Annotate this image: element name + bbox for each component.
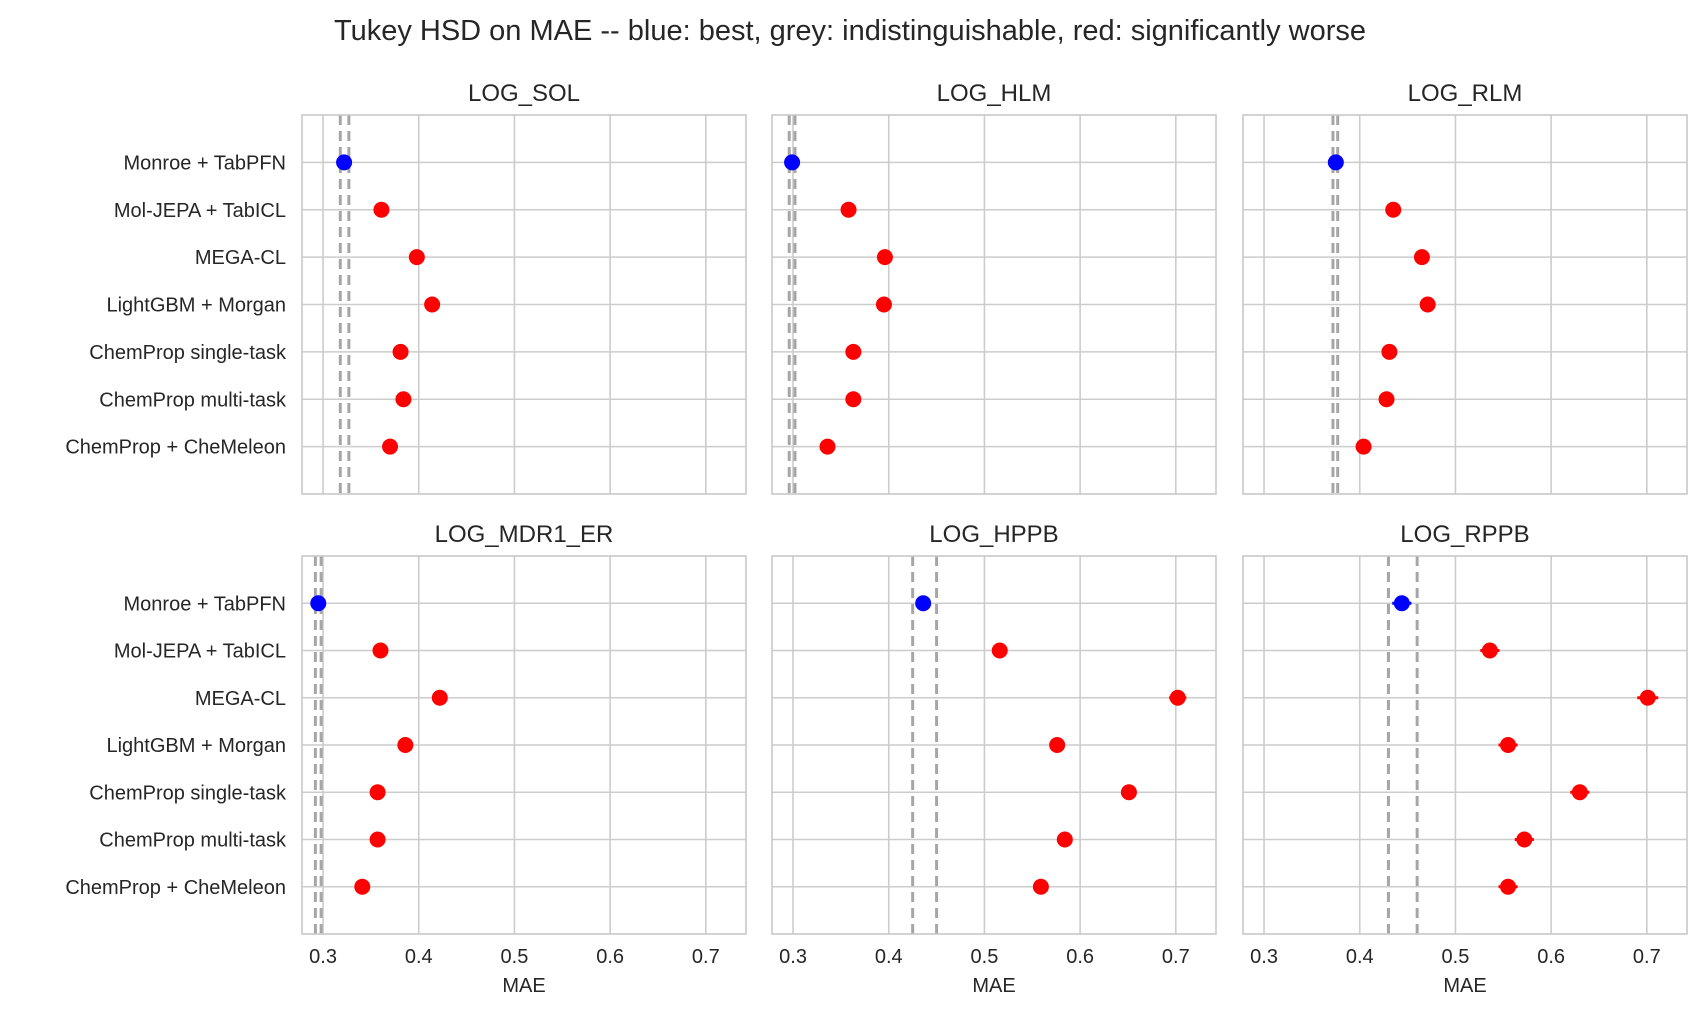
x-tick-label: 0.7 — [692, 946, 720, 968]
data-point — [1355, 438, 1372, 455]
x-axis-label: MAE — [972, 975, 1015, 997]
plot-frame — [771, 555, 1217, 935]
x-tick-label: 0.4 — [405, 946, 433, 968]
x-tick-label: 0.6 — [1066, 946, 1094, 968]
y-tick-label: Monroe + TabPFN — [124, 152, 287, 174]
panel-log-mdr1-er: LOG_MDR1_ER Monroe + TabPFN Mol-JEPA + Tab… — [65, 521, 747, 997]
data-point — [397, 737, 414, 753]
data-point — [395, 391, 412, 408]
panel-title: LOG_SOL — [468, 80, 580, 107]
y-tick-label: LightGBM + Morgan — [106, 735, 286, 757]
data-point — [392, 343, 409, 360]
data-point — [354, 878, 371, 895]
panel-log-sol: LOG_SOL Monroe + TabPFN Mol-JEPA + TabICL M… — [65, 80, 747, 495]
data-point — [310, 595, 327, 612]
y-tick-label: Mol-JEPA + TabICL — [114, 200, 286, 222]
data-point — [875, 296, 892, 313]
panel-title: LOG_RPPB — [1400, 521, 1529, 548]
data-point — [1378, 391, 1395, 408]
data-point — [840, 201, 857, 218]
y-tick-label: ChemProp single-task — [89, 342, 287, 364]
data-point — [1032, 878, 1049, 895]
y-tick-label: ChemProp multi-task — [99, 830, 287, 852]
data-point — [372, 642, 389, 659]
plot-frame — [1242, 114, 1688, 495]
data-point — [373, 201, 390, 218]
x-tick-label: 0.6 — [596, 946, 624, 968]
data-point — [819, 438, 836, 455]
data-point — [1049, 737, 1066, 753]
data-point — [915, 595, 932, 612]
data-point — [845, 343, 862, 360]
panel-title: LOG_HLM — [937, 80, 1052, 107]
data-point — [1385, 201, 1402, 218]
x-tick-label: 0.3 — [1250, 946, 1278, 968]
x-tick-label: 0.7 — [1162, 946, 1190, 968]
data-point — [369, 784, 386, 801]
data-point — [1500, 878, 1517, 895]
plot-frame — [771, 114, 1217, 495]
y-tick-label: MEGA-CL — [195, 688, 286, 710]
x-axis-label: MAE — [502, 975, 545, 997]
x-axis-label: MAE — [1443, 975, 1486, 997]
data-point — [424, 296, 441, 313]
data-point — [1413, 249, 1430, 266]
data-point — [1516, 831, 1533, 848]
panel-title: LOG_RLM — [1408, 80, 1523, 107]
y-tick-label: ChemProp multi-task — [99, 389, 287, 411]
x-tick-label: 0.3 — [309, 946, 337, 968]
x-tick-label: 0.5 — [501, 946, 529, 968]
x-tick-label: 0.5 — [971, 946, 999, 968]
data-point — [369, 831, 386, 848]
x-tick-label: 0.7 — [1633, 946, 1661, 968]
panel-log-rppb: LOG_RPPB 0.3 0.4 0.5 0.6 0.7 MAE — [1242, 521, 1688, 997]
data-point — [1639, 689, 1656, 706]
x-tick-label: 0.5 — [1442, 946, 1470, 968]
data-point — [876, 249, 893, 266]
plot-frame — [1242, 555, 1688, 935]
data-point — [845, 391, 862, 408]
data-point — [991, 642, 1008, 659]
data-point — [1056, 831, 1073, 848]
y-tick-label: MEGA-CL — [195, 247, 286, 269]
panel-title: LOG_HPPB — [929, 521, 1058, 548]
y-tick-label: ChemProp single-task — [89, 782, 287, 804]
y-tick-label: ChemProp + CheMeleon — [65, 877, 286, 899]
y-tick-label: Monroe + TabPFN — [124, 593, 287, 615]
data-point — [1120, 784, 1137, 801]
data-point — [382, 438, 399, 455]
data-point — [431, 689, 448, 706]
panel-title: LOG_MDR1_ER — [435, 521, 614, 548]
data-point — [1571, 784, 1588, 801]
x-tick-label: 0.4 — [1346, 946, 1374, 968]
figure-title: Tukey HSD on MAE -- blue: best, grey: in… — [334, 15, 1366, 47]
data-point — [1327, 154, 1344, 171]
panel-log-hppb: LOG_HPPB 0.3 0.4 0.5 0.6 0.7 MAE — [771, 521, 1217, 997]
data-point — [1419, 296, 1436, 313]
y-tick-label: LightGBM + Morgan — [106, 295, 286, 317]
panel-log-hlm: LOG_HLM — [771, 80, 1217, 495]
panel-grid: LOG_SOL Monroe + TabPFN Mol-JEPA + TabICL M… — [65, 80, 1688, 997]
panel-log-rlm: LOG_RLM — [1242, 80, 1688, 495]
data-point — [336, 154, 353, 171]
data-point — [784, 154, 801, 171]
y-tick-label: ChemProp + CheMeleon — [65, 437, 286, 459]
data-point — [1381, 343, 1398, 360]
data-point — [1500, 737, 1517, 753]
data-point — [1169, 689, 1186, 706]
x-tick-label: 0.4 — [875, 946, 903, 968]
y-tick-label: Mol-JEPA + TabICL — [114, 641, 286, 663]
plot-frame — [301, 555, 747, 935]
data-point — [1481, 642, 1498, 659]
plot-frame — [301, 114, 747, 495]
x-tick-label: 0.6 — [1537, 946, 1565, 968]
x-tick-label: 0.3 — [779, 946, 807, 968]
data-point — [1393, 595, 1410, 612]
data-point — [408, 249, 425, 266]
